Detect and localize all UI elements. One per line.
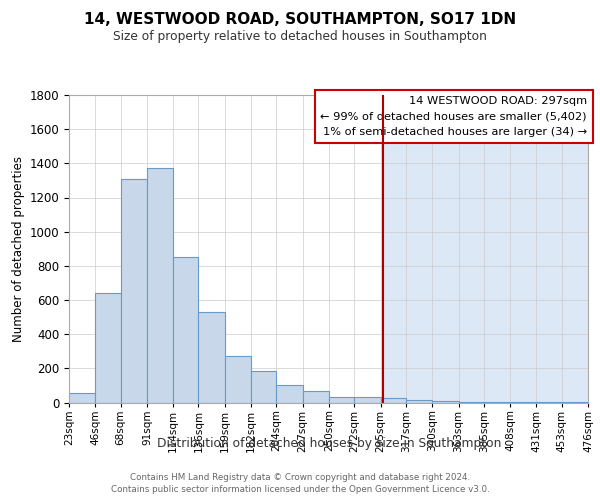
Bar <box>69 393 95 402</box>
Bar <box>432 401 458 402</box>
Bar <box>147 168 173 402</box>
Bar <box>199 312 225 402</box>
Text: Size of property relative to detached houses in Southampton: Size of property relative to detached ho… <box>113 30 487 43</box>
Bar <box>225 356 251 403</box>
Y-axis label: Number of detached properties: Number of detached properties <box>13 156 25 342</box>
Bar <box>380 398 406 402</box>
Text: 14, WESTWOOD ROAD, SOUTHAMPTON, SO17 1DN: 14, WESTWOOD ROAD, SOUTHAMPTON, SO17 1DN <box>84 12 516 28</box>
Text: Contains HM Land Registry data © Crown copyright and database right 2024.: Contains HM Land Registry data © Crown c… <box>130 472 470 482</box>
Bar <box>354 398 380 402</box>
Bar <box>303 392 329 402</box>
Bar <box>173 258 199 402</box>
Bar <box>383 95 588 402</box>
Text: Contains public sector information licensed under the Open Government Licence v3: Contains public sector information licen… <box>110 485 490 494</box>
Text: Distribution of detached houses by size in Southampton: Distribution of detached houses by size … <box>157 438 501 450</box>
Bar <box>406 400 432 402</box>
Bar <box>329 396 354 402</box>
Text: 14 WESTWOOD ROAD: 297sqm
← 99% of detached houses are smaller (5,402)
1% of semi: 14 WESTWOOD ROAD: 297sqm ← 99% of detach… <box>320 96 587 137</box>
Bar <box>95 293 121 403</box>
Bar <box>69 95 383 402</box>
Bar <box>277 384 303 402</box>
Bar <box>251 371 277 402</box>
Bar <box>121 178 147 402</box>
